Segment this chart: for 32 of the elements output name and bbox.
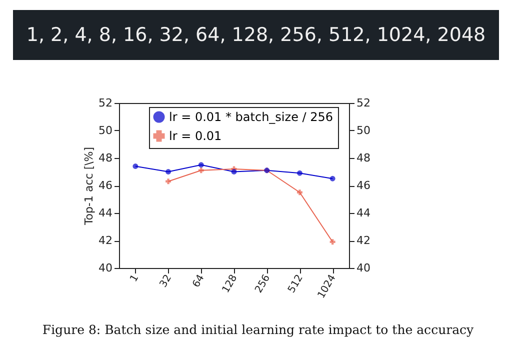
y2-tick-label: 48 xyxy=(356,152,370,164)
y-tick-label: 42 xyxy=(98,234,112,247)
point xyxy=(296,190,302,196)
chart-title: 1, 2, 4, 8, 16, 32, 64, 128, 256, 512, 1024, 2048 xyxy=(13,10,499,60)
legend-label: lr = 0.01 * batch_size / 256 xyxy=(169,110,334,124)
y-tick-label: 48 xyxy=(98,152,112,164)
y-axis-title: Top-1 acc [\%] xyxy=(82,146,96,226)
caption: Figure 8: Batch size and initial learning rate impact to the accuracy xyxy=(41,322,475,337)
point xyxy=(231,169,237,174)
point xyxy=(296,170,302,176)
point xyxy=(198,162,204,168)
y-tick-label: 40 xyxy=(98,262,112,274)
y2-tick-label: 40 xyxy=(356,262,370,274)
y2-tick-label: 52 xyxy=(356,96,370,110)
y-tick-label: 52 xyxy=(98,96,112,110)
legend-label: lr = 0.01 xyxy=(169,129,222,143)
y2-tick-label: 46 xyxy=(356,179,370,192)
x-tick-label: 64 xyxy=(190,273,207,290)
point xyxy=(330,239,336,245)
y-tick-label: 44 xyxy=(98,206,112,220)
y-tick-label: 50 xyxy=(98,124,112,137)
point xyxy=(330,176,336,182)
point xyxy=(166,169,172,174)
x-tick-label: 1 xyxy=(128,273,142,284)
point xyxy=(166,178,172,184)
y-tick-label: 46 xyxy=(98,179,112,192)
y2-tick-label: 44 xyxy=(356,206,370,220)
y2-tick-label: 42 xyxy=(356,234,370,247)
y2-tick-label: 50 xyxy=(356,124,370,137)
x-tick-label: 32 xyxy=(158,273,174,290)
point xyxy=(198,168,204,174)
point xyxy=(132,164,138,169)
